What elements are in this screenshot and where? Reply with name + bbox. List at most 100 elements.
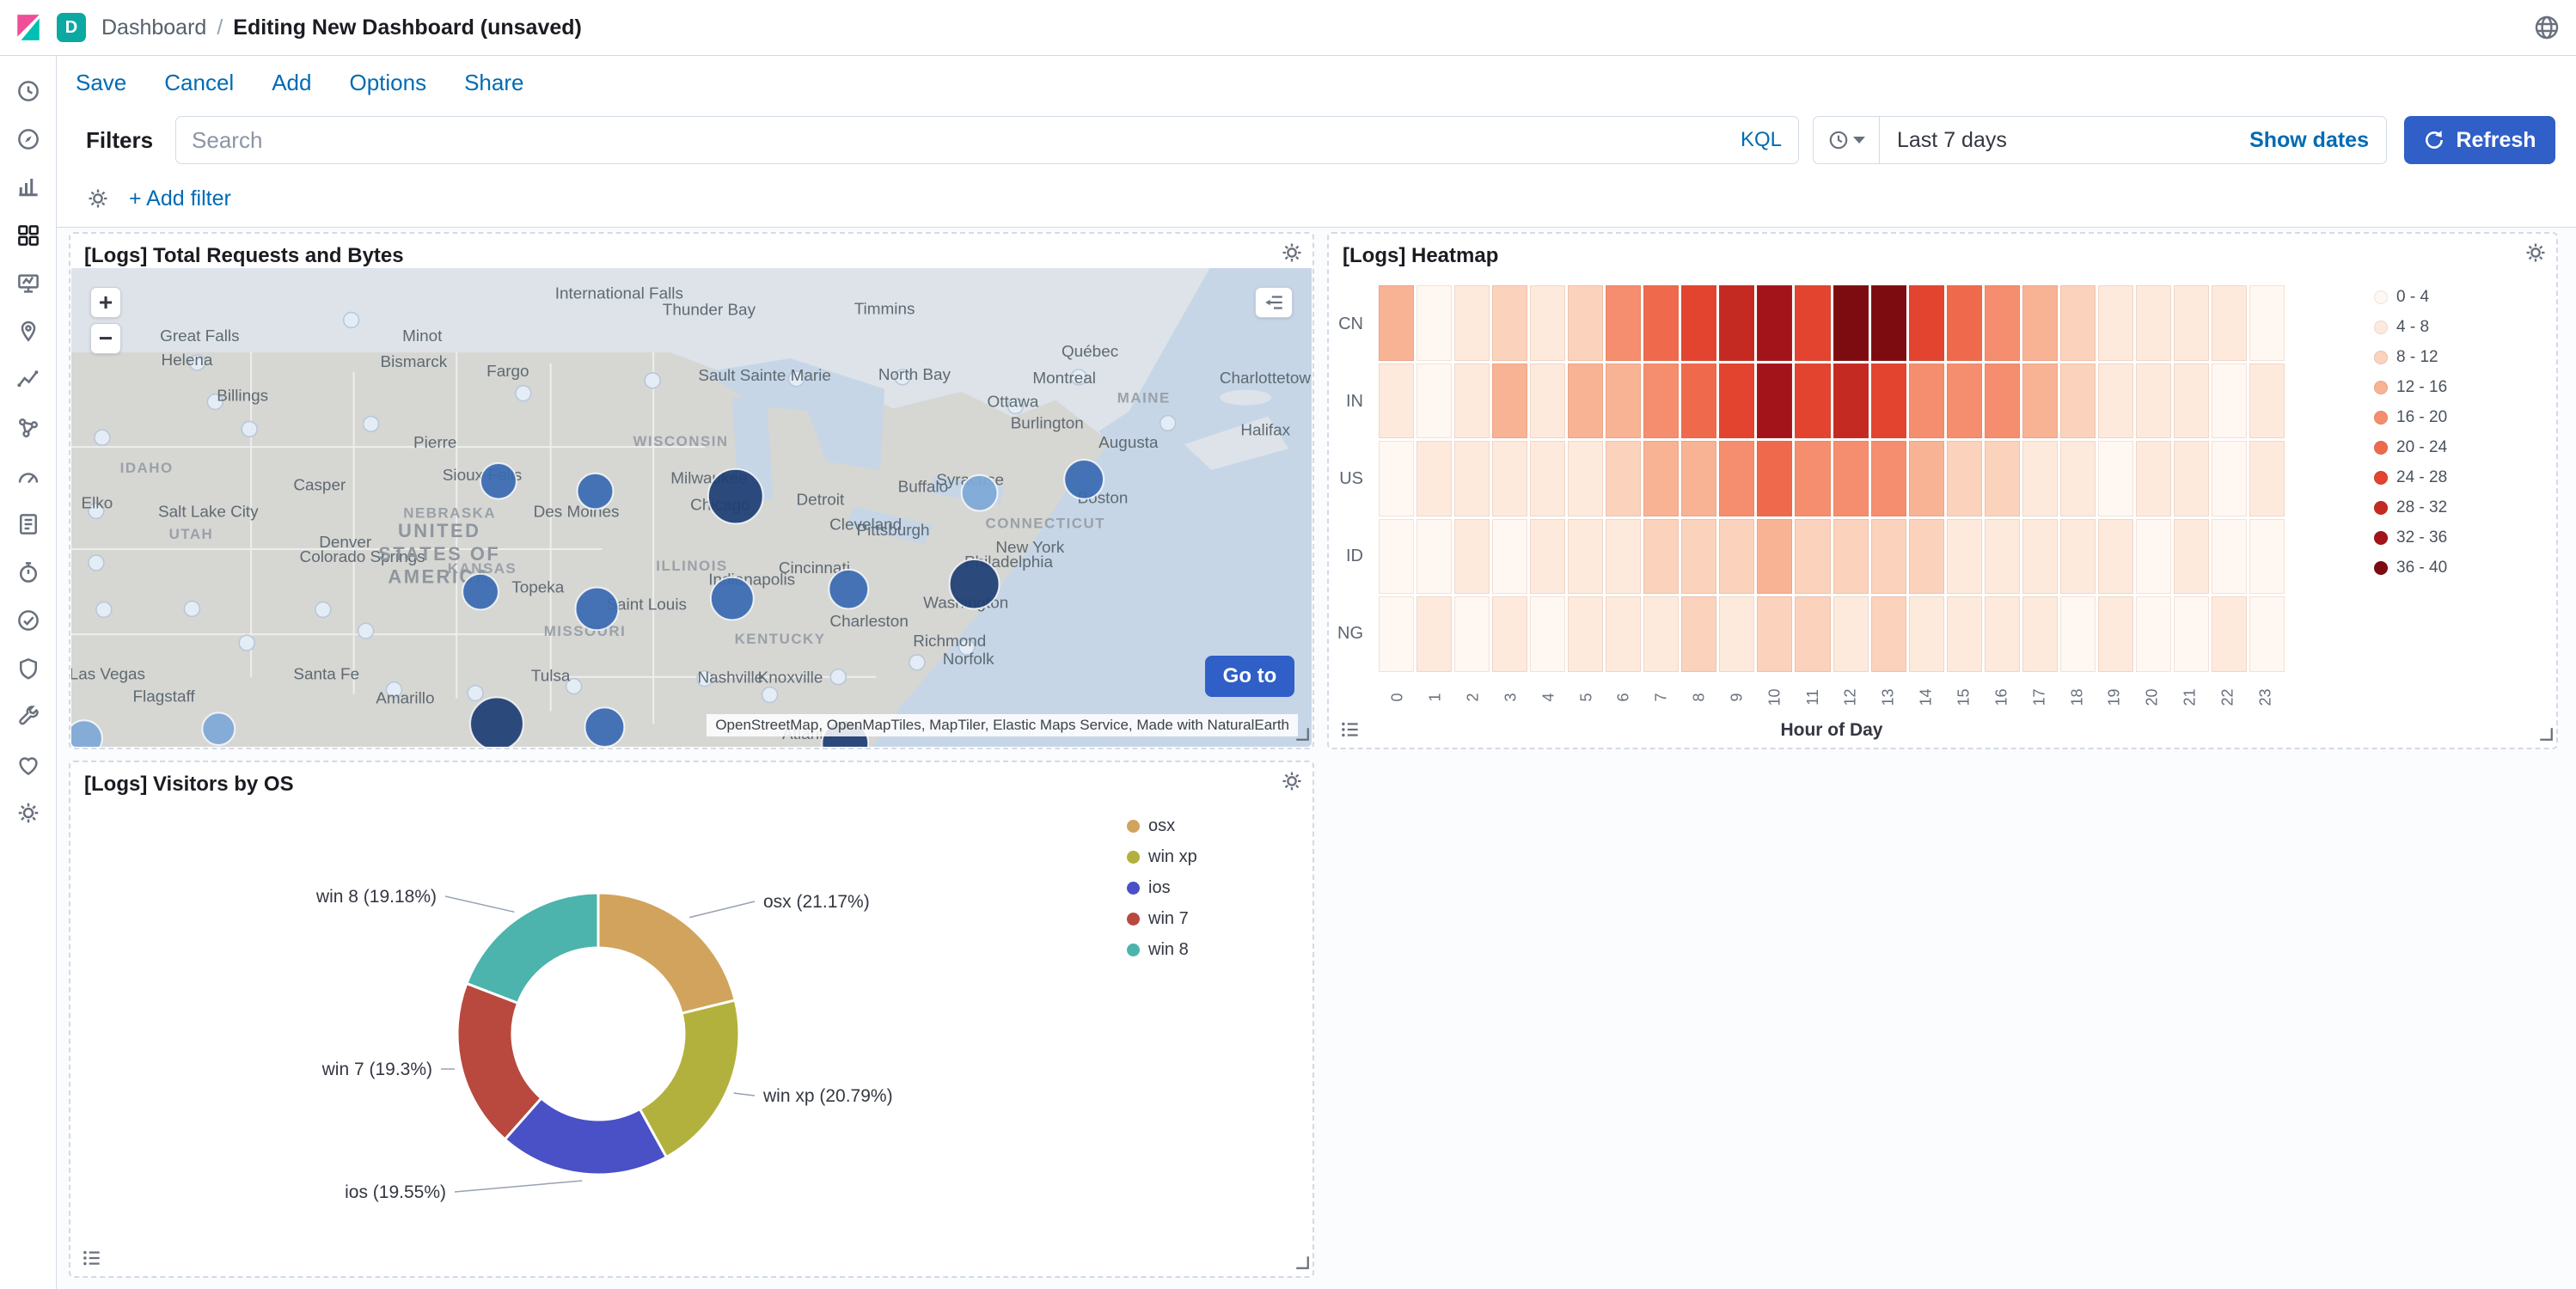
kibana-logo[interactable] bbox=[0, 13, 57, 42]
uptime-icon bbox=[18, 610, 39, 631]
panel-options-gear-icon[interactable] bbox=[2524, 241, 2548, 265]
menu-add[interactable]: Add bbox=[272, 69, 312, 95]
sidebar-item-dashboard[interactable] bbox=[0, 211, 57, 260]
sidebar-item-metrics[interactable] bbox=[0, 452, 57, 500]
map-city-label: Augusta bbox=[1098, 433, 1159, 451]
heatmap-cell bbox=[2249, 596, 2285, 672]
menu-save[interactable]: Save bbox=[76, 69, 127, 95]
map-city-dot bbox=[95, 601, 113, 619]
map-goto-button[interactable]: Go to bbox=[1205, 656, 1294, 697]
heatmap-legend-item[interactable]: 4 - 8 bbox=[2374, 312, 2447, 342]
show-dates-button[interactable]: Show dates bbox=[2249, 127, 2369, 152]
heatmap-x-tick: 1 bbox=[1426, 692, 1444, 702]
legend-swatch-icon bbox=[2374, 290, 2388, 304]
sidebar-item-stack-monitoring[interactable] bbox=[0, 741, 57, 789]
filter-settings-gear-icon[interactable] bbox=[86, 186, 110, 211]
add-filter-button[interactable]: + Add filter bbox=[129, 186, 231, 211]
heatmap-cell bbox=[1757, 441, 1793, 516]
zoom-out-button[interactable]: − bbox=[90, 323, 121, 354]
heatmap-x-tick: 21 bbox=[2181, 687, 2199, 706]
heatmap-legend-item[interactable]: 32 - 36 bbox=[2374, 522, 2447, 553]
heatmap-legend-item[interactable]: 36 - 40 bbox=[2374, 553, 2447, 583]
menu-options[interactable]: Options bbox=[349, 69, 427, 95]
sidebar-item-canvas[interactable] bbox=[0, 260, 57, 308]
sidebar-item-siem[interactable] bbox=[0, 644, 57, 693]
inspect-data-icon[interactable] bbox=[1339, 718, 1361, 741]
heatmap-cell bbox=[1870, 441, 1906, 516]
donut-slice-win-xp[interactable] bbox=[638, 999, 741, 1159]
heatmap-cell bbox=[1454, 285, 1490, 361]
sidebar-item-management[interactable] bbox=[0, 789, 57, 837]
sidebar-item-uptime[interactable] bbox=[0, 596, 57, 644]
panel-options-gear-icon[interactable] bbox=[1280, 241, 1304, 265]
panel-resize-handle[interactable] bbox=[2538, 726, 2554, 746]
donut-legend-item[interactable]: win 7 bbox=[1127, 903, 1197, 934]
heatmap-cell bbox=[1681, 363, 1717, 439]
heatmap-cell bbox=[1416, 518, 1453, 595]
heatmap-cell bbox=[1757, 363, 1793, 439]
heatmap-legend-item[interactable]: 0 - 4 bbox=[2374, 282, 2447, 312]
map-city-label: Santa Fe bbox=[293, 665, 359, 683]
sidebar-item-visualize[interactable] bbox=[0, 163, 57, 211]
heatmap-cell bbox=[1908, 518, 1944, 595]
sidebar-item-discover[interactable] bbox=[0, 115, 57, 163]
heatmap-cell bbox=[1757, 518, 1793, 595]
map-viewport[interactable]: Great Falls Helena Billings Minot Bismarck Fa… bbox=[71, 268, 1312, 747]
search-input[interactable] bbox=[175, 116, 1799, 164]
donut-legend-item[interactable]: osx bbox=[1127, 810, 1197, 841]
sidebar-item-dev-tools[interactable] bbox=[0, 693, 57, 741]
donut-slice-label: win 8 (19.18%) bbox=[315, 887, 437, 907]
donut-legend-item[interactable]: win xp bbox=[1127, 841, 1197, 872]
sidebar-item-machine-learning[interactable] bbox=[0, 356, 57, 404]
legend-swatch-icon bbox=[2374, 500, 2388, 515]
map-marker bbox=[828, 568, 870, 610]
inspect-data-icon[interactable] bbox=[81, 1247, 103, 1269]
menu-share[interactable]: Share bbox=[464, 69, 524, 95]
donut-legend-item[interactable]: ios bbox=[1127, 872, 1197, 903]
heatmap-cell bbox=[2173, 518, 2209, 595]
panel-resize-handle[interactable] bbox=[1294, 726, 1310, 746]
query-bar: Filters KQL Last 7 days Show dates Refre… bbox=[57, 110, 2576, 170]
sidebar-item-maps[interactable] bbox=[0, 308, 57, 356]
sidebar-item-graph[interactable] bbox=[0, 404, 57, 452]
map-marker bbox=[574, 586, 620, 632]
timepicker-quick-menu[interactable] bbox=[1814, 117, 1880, 163]
map-legend-toggle-icon[interactable] bbox=[1255, 287, 1293, 318]
legend-swatch-icon bbox=[1127, 881, 1140, 895]
heatmap-legend-item[interactable]: 12 - 16 bbox=[2374, 372, 2447, 402]
heatmap-x-tick: 23 bbox=[2256, 687, 2274, 706]
sidebar-item-apm[interactable] bbox=[0, 548, 57, 596]
sidebar-item-recent[interactable] bbox=[0, 67, 57, 115]
heatmap-cell bbox=[1379, 441, 1415, 516]
map-city-label: Fargo bbox=[486, 362, 529, 380]
map-city-dot bbox=[206, 393, 224, 411]
legend-label: 12 - 16 bbox=[2396, 377, 2448, 396]
map-marker bbox=[480, 461, 517, 500]
panel-options-gear-icon[interactable] bbox=[1280, 769, 1304, 793]
donut-slice-osx[interactable] bbox=[597, 891, 737, 1015]
refresh-button[interactable]: Refresh bbox=[2404, 116, 2555, 164]
zoom-in-button[interactable]: + bbox=[90, 287, 121, 318]
heatmap-legend-item[interactable]: 20 - 24 bbox=[2374, 432, 2447, 462]
legend-swatch-icon bbox=[2374, 530, 2388, 545]
donut-slice-label: osx (21.17%) bbox=[763, 892, 870, 912]
donut-slice-win-8[interactable] bbox=[464, 891, 600, 1005]
heatmap-cell bbox=[1492, 596, 1528, 672]
sidebar-item-logs[interactable] bbox=[0, 500, 57, 548]
heatmap-legend-item[interactable]: 24 - 28 bbox=[2374, 462, 2447, 492]
kql-toggle[interactable]: KQL bbox=[1740, 128, 1782, 151]
breadcrumb-dashboard[interactable]: Dashboard bbox=[101, 15, 207, 40]
map-city-dot bbox=[362, 415, 380, 433]
heatmap-legend-item[interactable]: 8 - 12 bbox=[2374, 342, 2447, 372]
map-city-dot bbox=[696, 670, 713, 687]
menu-cancel[interactable]: Cancel bbox=[164, 69, 235, 95]
heatmap-legend-item[interactable]: 28 - 32 bbox=[2374, 492, 2447, 522]
donut-legend-item[interactable]: win 8 bbox=[1127, 934, 1197, 965]
time-range-value[interactable]: Last 7 days bbox=[1897, 127, 2007, 152]
globe-icon[interactable] bbox=[2533, 14, 2561, 41]
heatmap-legend-item[interactable]: 16 - 20 bbox=[2374, 402, 2447, 432]
map-city-label: Colorado Springs bbox=[300, 547, 425, 565]
space-badge[interactable]: D bbox=[57, 13, 86, 42]
panel-resize-handle[interactable] bbox=[1294, 1255, 1310, 1274]
heatmap-x-tick: 17 bbox=[2030, 687, 2048, 706]
